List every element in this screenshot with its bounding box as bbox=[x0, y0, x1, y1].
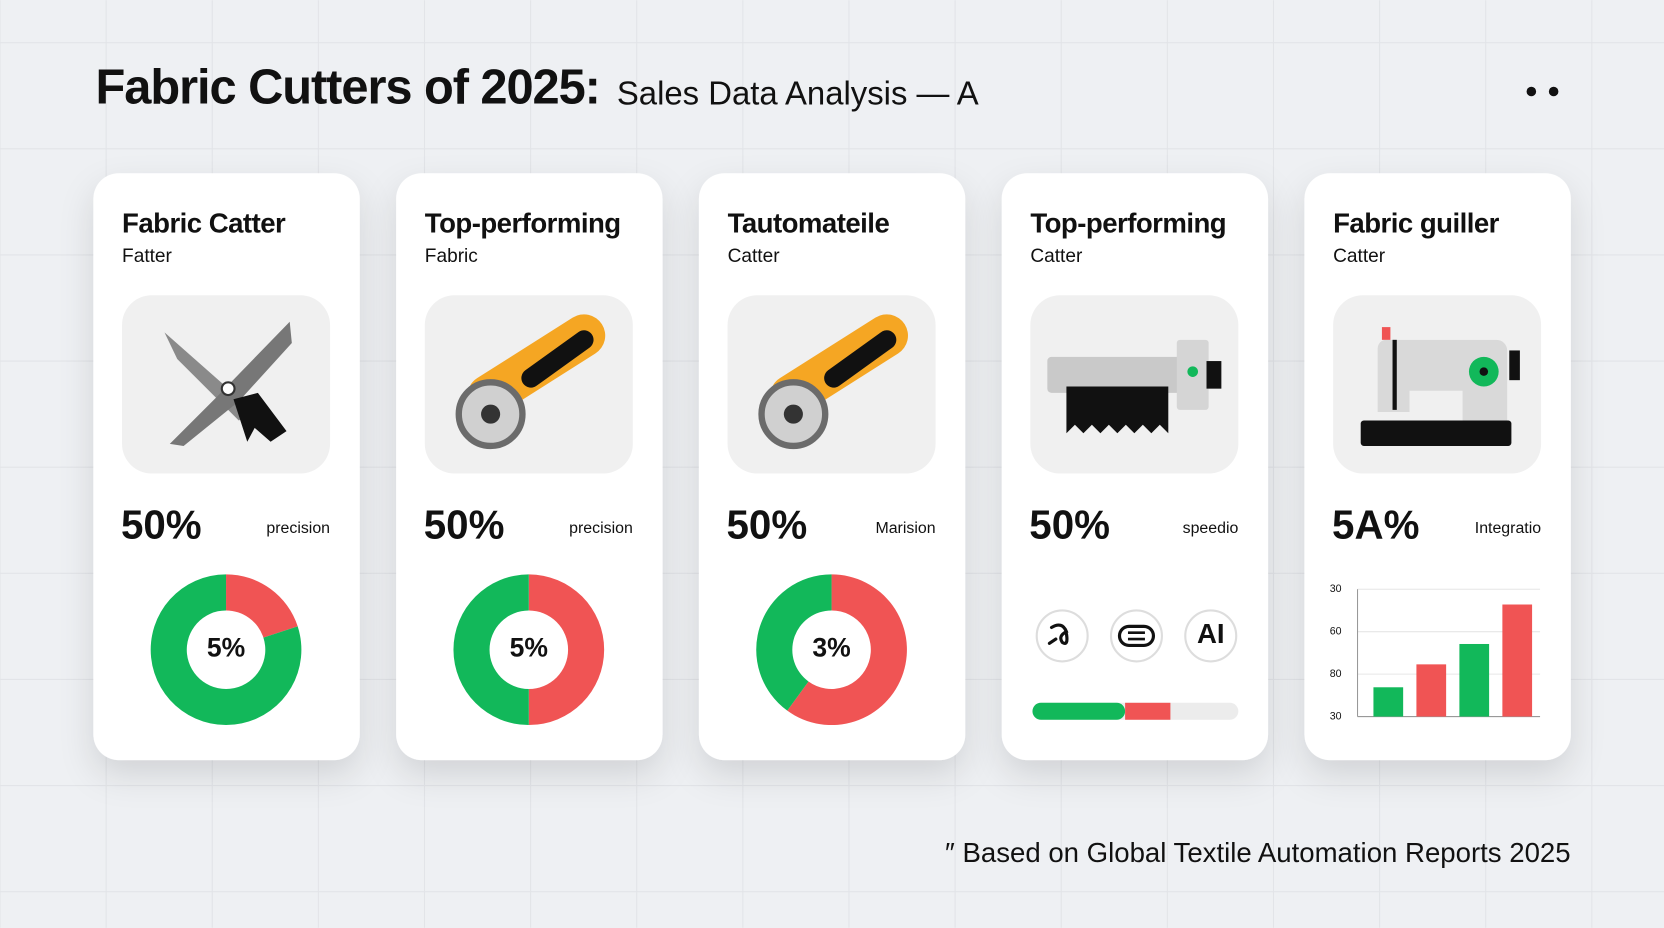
icon-light bbox=[1187, 366, 1199, 377]
card-icon bbox=[1047, 339, 1222, 434]
icon-needle bbox=[1392, 339, 1397, 410]
feature-badge bbox=[1184, 609, 1238, 663]
menu-dot[interactable] bbox=[1526, 86, 1537, 97]
card: Fabric guiller Catter 5A% Integratio 30 60 80 3… bbox=[1304, 173, 1571, 761]
y-tick-label: 80 bbox=[1330, 668, 1342, 680]
stat-label: speedio bbox=[1183, 520, 1239, 537]
donut-segment bbox=[756, 574, 832, 711]
icon-spool bbox=[1381, 327, 1391, 340]
y-tick-label: 30 bbox=[1330, 710, 1342, 722]
stat-value: 5A% bbox=[1332, 501, 1419, 547]
card-icon bbox=[758, 314, 908, 450]
bar bbox=[1459, 643, 1490, 717]
badge-icon bbox=[1047, 623, 1069, 645]
bar bbox=[1502, 604, 1533, 717]
progress-segment bbox=[1125, 702, 1171, 720]
donut-segment bbox=[787, 574, 907, 726]
icon-base bbox=[1360, 420, 1512, 446]
card-subtitle: Catter bbox=[1030, 246, 1083, 267]
icon-knob bbox=[1509, 350, 1520, 381]
icon-body bbox=[1047, 356, 1186, 393]
card-icon bbox=[455, 314, 606, 450]
stat-label: Integratio bbox=[1475, 520, 1541, 537]
card-subtitle: Catter bbox=[728, 246, 781, 267]
icon-arm bbox=[1369, 339, 1508, 421]
stat-value: 50% bbox=[1029, 501, 1110, 547]
card: Fabric Catter Fatter 50% precision 5% bbox=[93, 173, 360, 761]
menu-dot[interactable] bbox=[1548, 86, 1559, 97]
card-subtitle: Catter bbox=[1333, 246, 1386, 267]
icon-pivot bbox=[220, 381, 236, 397]
donut-label: 3% bbox=[812, 633, 850, 663]
icon-grip bbox=[824, 330, 897, 388]
donut-segment bbox=[528, 574, 605, 726]
card-icon bbox=[164, 321, 292, 446]
donut-segment bbox=[453, 574, 529, 726]
icon-wheel-hub bbox=[1479, 367, 1489, 376]
progress-segment bbox=[1032, 702, 1126, 720]
card-title: Fabric Catter bbox=[122, 208, 286, 239]
icon-knob bbox=[1206, 361, 1222, 389]
card-title: Top-performing bbox=[1030, 208, 1226, 239]
y-tick-label: 60 bbox=[1330, 625, 1342, 637]
card-title: Tautomateile bbox=[728, 208, 890, 239]
badge-label: AI bbox=[1197, 618, 1225, 649]
card: Tautomateile Catter 50% Marision 3% bbox=[698, 173, 966, 761]
icon-hub bbox=[783, 404, 803, 424]
donut-segment bbox=[226, 574, 298, 638]
stat-label: precision bbox=[569, 520, 633, 537]
icon-hub bbox=[481, 404, 501, 424]
stat-label: Marision bbox=[875, 520, 935, 537]
badge-icon bbox=[1117, 624, 1156, 648]
donut-label: 5% bbox=[510, 633, 548, 663]
stat-value: 50% bbox=[727, 501, 808, 547]
bar bbox=[1373, 687, 1404, 717]
donut-label: 5% bbox=[207, 633, 245, 663]
card-title: Fabric guiller bbox=[1333, 208, 1500, 239]
icon-grip bbox=[521, 330, 594, 388]
donut-segment bbox=[150, 574, 302, 726]
bar bbox=[1416, 664, 1447, 717]
card: Top-performing Fabric 50% precision 5% bbox=[396, 173, 663, 761]
icon-blade bbox=[1066, 386, 1169, 434]
card-title: Top-performing bbox=[425, 208, 621, 239]
stat-value: 50% bbox=[424, 501, 505, 547]
stat-value: 50% bbox=[121, 501, 202, 547]
footer-note: ″ Based on Global Textile Automation Rep… bbox=[945, 837, 1571, 868]
title: Fabric Cutters of 2025: bbox=[96, 60, 600, 114]
feature-badge bbox=[1109, 609, 1163, 663]
card: Top-performing Catter 50% speedio AI bbox=[1001, 173, 1269, 761]
card-subtitle: Fatter bbox=[122, 246, 173, 267]
card-icon bbox=[1360, 327, 1520, 446]
icon-handle bbox=[233, 392, 287, 442]
stat-label: precision bbox=[266, 520, 330, 537]
subtitle: Sales Data Analysis — A bbox=[617, 74, 979, 111]
card-subtitle: Fabric bbox=[425, 246, 479, 267]
y-tick-label: 30 bbox=[1330, 583, 1342, 595]
